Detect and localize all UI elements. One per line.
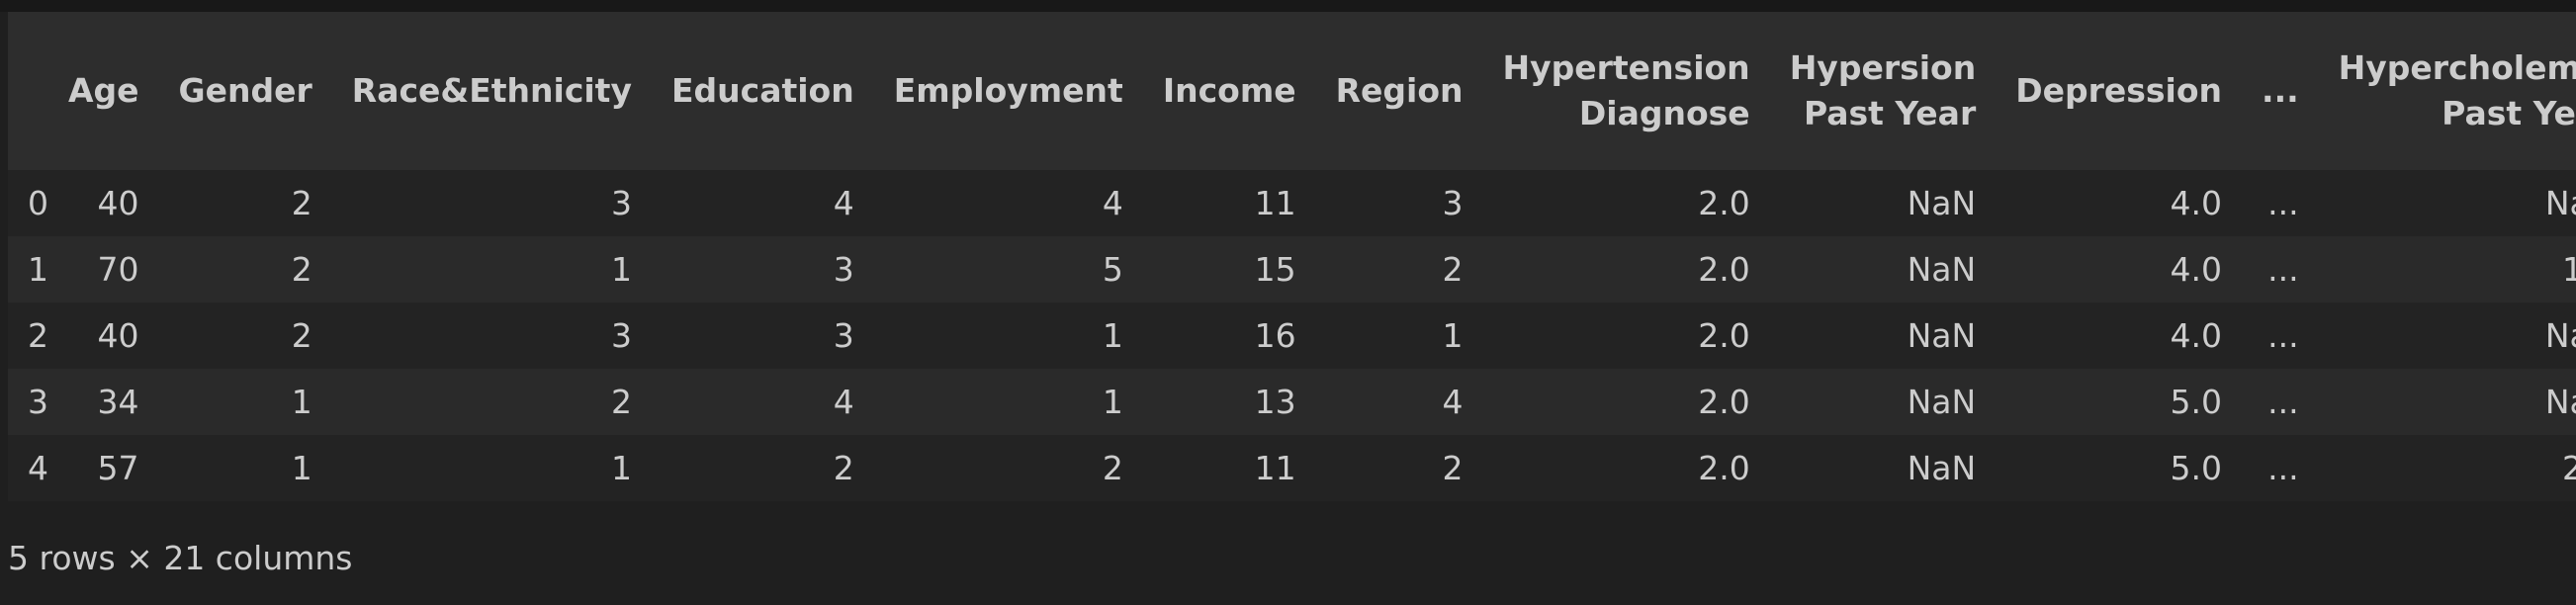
table-cell: 2 [1442,250,1464,289]
table-cell: ... [2267,250,2299,289]
table-cell: 3 [610,184,632,222]
table-cell: 2.0 [2561,449,2576,487]
table-cell: 13 [1254,383,1296,421]
index-header-cell [8,12,48,170]
column-header: Hypercholemia Past Year [2338,48,2576,132]
column-header: Race&Ethnicity [351,71,632,110]
header-row: Age Gender Race&Ethnicity Education Employme… [8,12,2576,170]
table-cell: 2.0 [1698,250,1750,289]
table-cell: 5.0 [2170,449,2223,487]
table-cell: 1 [291,383,312,421]
column-header: Gender [178,71,312,110]
table-cell: 2 [291,250,312,289]
dataframe-header: Age Gender Race&Ethnicity Education Employme… [8,12,2576,170]
table-cell: 4 [1442,383,1464,421]
row-index-cell: 1 [28,250,48,289]
table-cell: ... [2267,316,2299,355]
table-cell: NaN [2544,383,2576,421]
output-top-strip [0,0,2576,12]
table-cell: 4 [833,383,854,421]
table-cell: 3 [833,250,854,289]
row-index-cell: 2 [28,316,48,355]
column-header: Hypertension Diagnose [1502,48,1750,132]
table-cell: 3 [833,316,854,355]
column-header: Region [1335,71,1464,110]
table-cell: 5 [1102,250,1123,289]
table-cell: 2.0 [1698,316,1750,355]
table-cell: NaN [1907,250,1977,289]
table-cell: 1 [610,449,632,487]
dataframe-table: Age Gender Race&Ethnicity Education Employme… [8,12,2576,501]
table-cell: NaN [1907,383,1977,421]
table-cell: 11 [1254,184,1296,222]
table-cell: 1.0 [2561,250,2576,289]
row-index-cell: 4 [28,449,48,487]
table-cell: 4.0 [2170,250,2223,289]
table-cell: 2 [1102,449,1123,487]
table-row: 0 40 2 3 4 4 11 3 2.0 NaN 4.0... NaN [8,170,2576,236]
table-cell: NaN [1907,184,1977,222]
table-cell: 16 [1254,316,1296,355]
table-cell: 40 [97,184,139,222]
table-cell: 1 [610,250,632,289]
table-cell: 2.0 [1698,184,1750,222]
table-cell: 3 [610,316,632,355]
table-cell: NaN [2544,316,2576,355]
table-cell: 4 [833,184,854,222]
table-cell: 2 [1442,449,1464,487]
dataframe-body: 04023441132.0NaN4.0...NaN17021351522.0Na… [8,170,2576,501]
table-cell: ... [2267,184,2299,222]
table-cell: ... [2267,449,2299,487]
column-header: Employment [893,71,1123,110]
row-index-cell: 3 [28,383,48,421]
table-row: 3 34 1 2 4 1 13 4 2.0 NaN 5.0... NaN [8,369,2576,435]
table-cell: 70 [97,250,139,289]
dataframe-shape-note: 5 rows × 21 columns [8,539,353,577]
dataframe-container: Age Gender Race&Ethnicity Education Employme… [8,12,2576,501]
table-cell: 1 [291,449,312,487]
table-cell: NaN [1907,449,1977,487]
row-index-cell: 0 [28,184,48,222]
table-cell: 4.0 [2170,184,2223,222]
table-cell: 4 [1102,184,1123,222]
column-header: Depression [2015,71,2223,110]
column-header: Income [1162,71,1296,110]
table-cell: 5.0 [2170,383,2223,421]
table-cell: NaN [2544,184,2576,222]
table-cell: 2 [833,449,854,487]
table-cell: 11 [1254,449,1296,487]
table-cell: NaN [1907,316,1977,355]
column-header: Age [68,71,139,110]
table-cell: 1 [1442,316,1464,355]
table-cell: 4.0 [2170,316,2223,355]
column-header: Education [670,71,854,110]
table-cell: 34 [97,383,139,421]
table-cell: 3 [1442,184,1464,222]
table-row: 1 70 2 1 3 5 15 2 2.0 NaN 4.0... 1.0 [8,236,2576,302]
table-cell: 2 [610,383,632,421]
table-cell: 57 [97,449,139,487]
table-cell: 1 [1102,316,1123,355]
table-cell: 2.0 [1698,383,1750,421]
table-cell: 15 [1254,250,1296,289]
table-cell: 2 [291,316,312,355]
table-cell: ... [2267,383,2299,421]
table-cell: 2.0 [1698,449,1750,487]
column-header: Hypersion Past Year [1789,48,1977,132]
table-cell: 40 [97,316,139,355]
table-cell: 1 [1102,383,1123,421]
table-cell: 2 [291,184,312,222]
column-header: ... [2262,71,2299,110]
